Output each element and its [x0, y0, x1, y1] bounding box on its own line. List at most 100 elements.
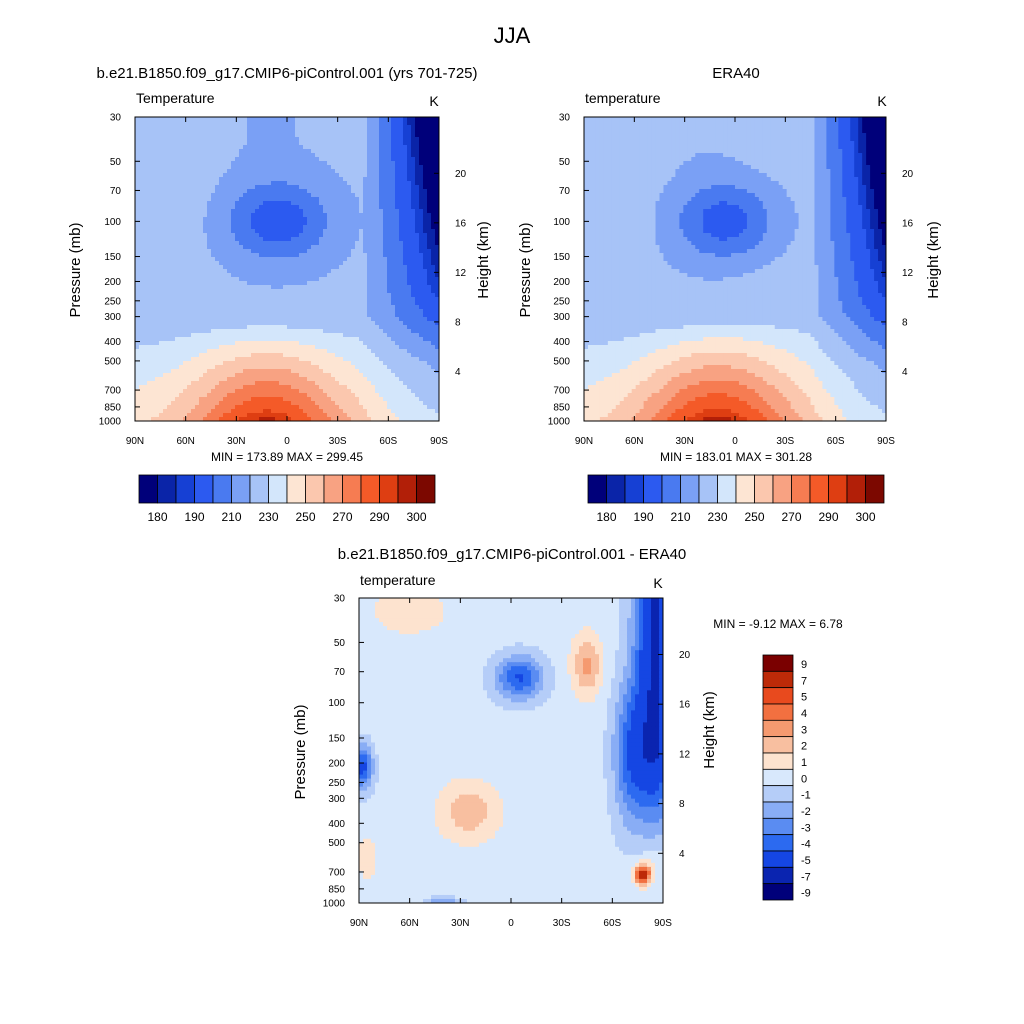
contour-cell	[255, 145, 260, 150]
contour-cell	[207, 301, 212, 306]
contour-cell	[163, 209, 168, 214]
contour-cell	[255, 157, 260, 162]
contour-cell	[379, 165, 384, 170]
contour-cell	[207, 325, 212, 330]
contour-cell	[279, 345, 284, 350]
contour-cell	[227, 317, 232, 322]
contour-cell	[163, 257, 168, 262]
contour-cell	[203, 165, 208, 170]
contour-cell	[395, 369, 400, 374]
contour-cell	[243, 169, 248, 174]
contour-cell	[295, 373, 300, 378]
contour-cell	[319, 377, 324, 382]
contour-cell	[339, 217, 344, 222]
contour-cell	[191, 245, 196, 250]
contour-cell	[151, 361, 156, 366]
contour-cell	[367, 329, 372, 334]
contour-cell	[403, 237, 408, 242]
contour-cell	[359, 137, 364, 142]
contour-cell	[239, 373, 244, 378]
contour-cell	[267, 213, 272, 218]
contour-cell	[339, 129, 344, 134]
contour-cell	[427, 265, 432, 270]
contour-cell	[239, 309, 244, 314]
contour-cell	[271, 205, 276, 210]
contour-cell	[211, 353, 216, 358]
contour-cell	[351, 341, 356, 346]
contour-cell	[335, 125, 340, 130]
contour-cell	[207, 161, 212, 166]
contour-cell	[435, 213, 439, 218]
contour-cell	[367, 149, 372, 154]
contour-cell	[179, 133, 184, 138]
contour-cell	[243, 365, 248, 370]
contour-cell	[223, 173, 228, 178]
contour-cell	[391, 141, 396, 146]
contour-cell	[383, 237, 388, 242]
contour-cell	[283, 245, 288, 250]
contour-cell	[431, 349, 436, 354]
contour-cell	[323, 249, 328, 254]
contour-cell	[243, 149, 248, 154]
contour-cell	[399, 365, 404, 370]
contour-cell	[259, 225, 264, 230]
contour-cell	[271, 345, 276, 350]
contour-cell	[279, 253, 284, 258]
contour-cell	[375, 237, 380, 242]
contour-cell	[219, 153, 224, 158]
contour-cell	[395, 289, 400, 294]
contour-cell	[195, 197, 200, 202]
contour-cell	[347, 221, 352, 226]
contour-cell	[135, 149, 140, 154]
contour-cell	[247, 153, 252, 158]
contour-cell	[175, 265, 180, 270]
contour-cell	[419, 329, 424, 334]
contour-cell	[239, 145, 244, 150]
contour-cell	[207, 153, 212, 158]
contour-cell	[299, 313, 304, 318]
contour-cell	[175, 345, 180, 350]
contour-cell	[291, 353, 296, 358]
contour-cell	[315, 193, 320, 198]
contour-cell	[323, 161, 328, 166]
contour-cell	[335, 321, 340, 326]
contour-cell	[311, 181, 316, 186]
contour-cell	[415, 309, 420, 314]
contour-cell	[199, 377, 204, 382]
contour-cell	[315, 205, 320, 210]
contour-cell	[247, 357, 252, 362]
contour-cell	[231, 325, 236, 330]
contour-cell	[223, 293, 228, 298]
contour-cell	[259, 345, 264, 350]
contour-cell	[167, 217, 172, 222]
contour-cell	[347, 365, 352, 370]
contour-cell	[319, 189, 324, 194]
contour-cell	[155, 349, 160, 354]
contour-cell	[407, 213, 412, 218]
contour-cell	[175, 317, 180, 322]
contour-cell	[215, 269, 220, 274]
contour-cell	[163, 313, 168, 318]
contour-cell	[295, 145, 300, 150]
contour-cell	[399, 305, 404, 310]
contour-cell	[147, 253, 152, 258]
contour-cell	[283, 281, 288, 286]
contour-cell	[307, 129, 312, 134]
contour-cell	[367, 253, 372, 258]
contour-cell	[251, 201, 256, 206]
contour-cell	[279, 321, 284, 326]
contour-cell	[299, 301, 304, 306]
contour-cell	[195, 133, 200, 138]
contour-cell	[307, 233, 312, 238]
contour-cell	[427, 317, 432, 322]
contour-cell	[279, 121, 284, 126]
contour-cell	[387, 285, 392, 290]
contour-cell	[139, 357, 144, 362]
contour-cell	[159, 317, 164, 322]
contour-cell	[355, 317, 360, 322]
contour-cell	[423, 329, 428, 334]
contour-cell	[359, 257, 364, 262]
contour-cell	[407, 153, 412, 158]
contour-cell	[419, 301, 424, 306]
contour-cell	[359, 173, 364, 178]
